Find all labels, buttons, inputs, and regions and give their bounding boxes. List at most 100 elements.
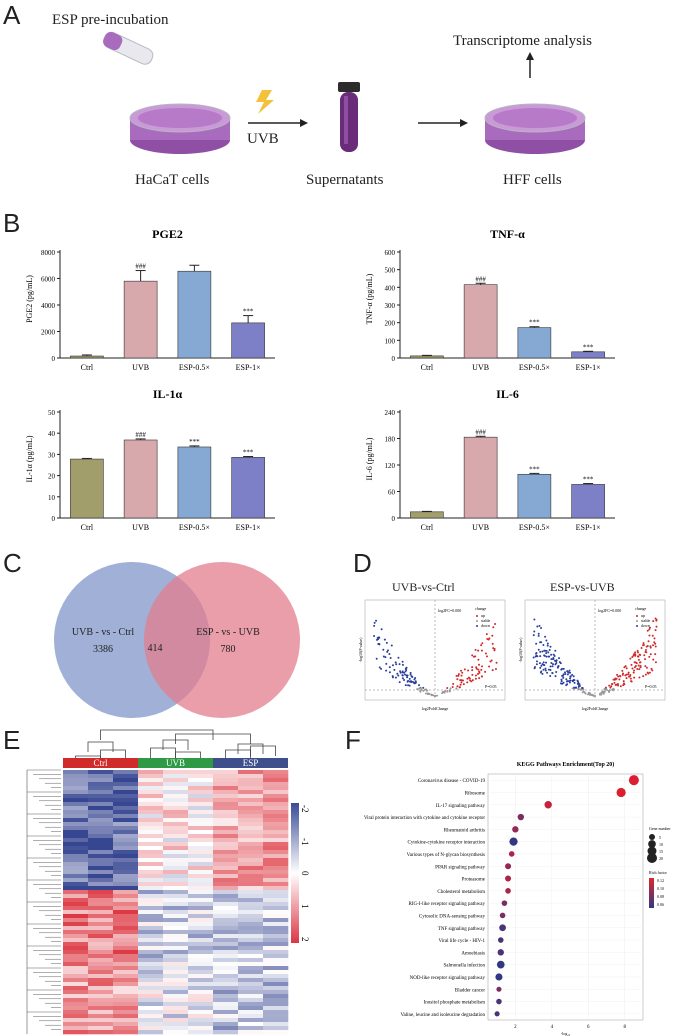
heatmap-cell	[163, 902, 189, 907]
volcano-point	[469, 679, 472, 682]
y-tick-label: 20	[48, 473, 56, 481]
heatmap-cell	[138, 902, 164, 907]
heatmap-cell	[188, 810, 214, 815]
volcano-point	[485, 655, 488, 658]
heatmap-cell	[63, 966, 89, 971]
heatmap-cell	[163, 862, 189, 867]
heatmap-cell	[188, 906, 214, 911]
significance-mark: ###	[475, 428, 486, 436]
heatmap-cell	[163, 814, 189, 819]
color-legend-label: 0.08	[657, 894, 664, 899]
heatmap-cell	[213, 814, 239, 819]
heatmap-cell	[188, 942, 214, 947]
heatmap-cell	[63, 790, 89, 795]
heatmap-cell	[88, 858, 114, 863]
pathway-label: Cytokine-cytokine receptor interaction	[408, 841, 486, 846]
heatmap-cell	[238, 998, 264, 1003]
volcano-plot-0: log2FC=0.000 P=0.05 log2FoldChange -log10(P…	[358, 599, 506, 711]
volcano-point	[649, 646, 652, 649]
volcano-point	[622, 682, 625, 685]
heatmap-cell	[263, 1018, 289, 1023]
heatmap-cell	[163, 914, 189, 919]
volcano-point	[545, 655, 548, 658]
heatmap-cell	[113, 934, 139, 939]
venn-right-circle	[144, 562, 300, 718]
volcano-point	[471, 669, 474, 672]
heatmap-cell	[163, 958, 189, 963]
volcano-point	[642, 644, 645, 647]
heatmap-cell	[88, 854, 114, 859]
heatmap-cell	[163, 1006, 189, 1011]
volcano-point	[569, 677, 572, 680]
heatmap-cell	[88, 830, 114, 835]
heatmap-cell	[113, 822, 139, 827]
heatmap-cell	[213, 978, 239, 983]
heatmap-cell	[138, 926, 164, 931]
heatmap-cell	[188, 830, 214, 835]
volcano-point	[480, 644, 483, 647]
volcano-point	[614, 683, 617, 686]
volcano-point	[491, 669, 494, 672]
heatmap-cell	[238, 810, 264, 815]
heatmap-cell	[113, 1006, 139, 1011]
heatmap-cell	[63, 838, 89, 843]
heatmap-cell	[188, 806, 214, 811]
volcano-point	[545, 661, 548, 664]
volcano-point	[532, 634, 535, 637]
heatmap-cell	[138, 998, 164, 1003]
heatmap-cell	[188, 814, 214, 819]
heatmap-cell	[138, 978, 164, 983]
heatmap-cell	[238, 870, 264, 875]
heatmap-cell	[238, 1006, 264, 1011]
heatmap-cell	[63, 878, 89, 883]
volcano-point	[475, 666, 478, 669]
heatmap-cell	[213, 874, 239, 879]
heatmap-cell	[113, 1014, 139, 1019]
pathway-dot	[505, 875, 512, 882]
heatmap-cell	[163, 990, 189, 995]
heatmap-cell	[238, 790, 264, 795]
volcano-point	[634, 654, 637, 657]
heatmap-cell	[238, 862, 264, 867]
heatmap-cell	[113, 810, 139, 815]
heatmap-cell	[88, 938, 114, 943]
volcano-point	[647, 672, 650, 675]
bar-ESP-1×	[571, 351, 605, 359]
group-bar-Ctrl	[63, 758, 138, 768]
volcano-point	[547, 668, 550, 671]
size-legend-label: 5	[659, 835, 661, 840]
heatmap-cell	[113, 806, 139, 811]
heatmap-cell	[63, 910, 89, 915]
heatmap-cell	[238, 994, 264, 999]
heatmap-cell	[188, 914, 214, 919]
volcano-point	[373, 635, 376, 638]
heatmap-cell	[238, 1010, 264, 1015]
heatmap-cell	[213, 806, 239, 811]
volcano-point	[537, 632, 540, 635]
volcano-point	[492, 647, 495, 650]
volcano-point	[404, 673, 407, 676]
volcano-point	[550, 653, 553, 656]
heatmap-cell	[238, 866, 264, 871]
heatmap-cell	[138, 898, 164, 903]
volcano-point	[422, 689, 425, 692]
heatmap-cell	[188, 854, 214, 859]
pathway-dot	[499, 912, 506, 919]
volcano-point	[647, 640, 650, 643]
heatmap-cell	[138, 918, 164, 923]
heatmap-cell	[263, 954, 289, 959]
volcano-point	[456, 685, 459, 688]
heatmap-cell	[63, 990, 89, 995]
volcano-point	[654, 617, 657, 620]
heatmap-cell	[63, 898, 89, 903]
volcano-point	[398, 663, 401, 666]
x-tick-label: Ctrl	[421, 523, 434, 532]
color-legend-label: 0.12	[657, 878, 664, 883]
volcano-point	[405, 666, 408, 669]
volcano-point	[624, 674, 627, 677]
volcano-right-title: ESP-vs-UVB	[550, 580, 615, 594]
y-tick-label: 6000	[41, 276, 56, 284]
dendro-branch	[100, 729, 214, 740]
heatmap-cell	[238, 834, 264, 839]
